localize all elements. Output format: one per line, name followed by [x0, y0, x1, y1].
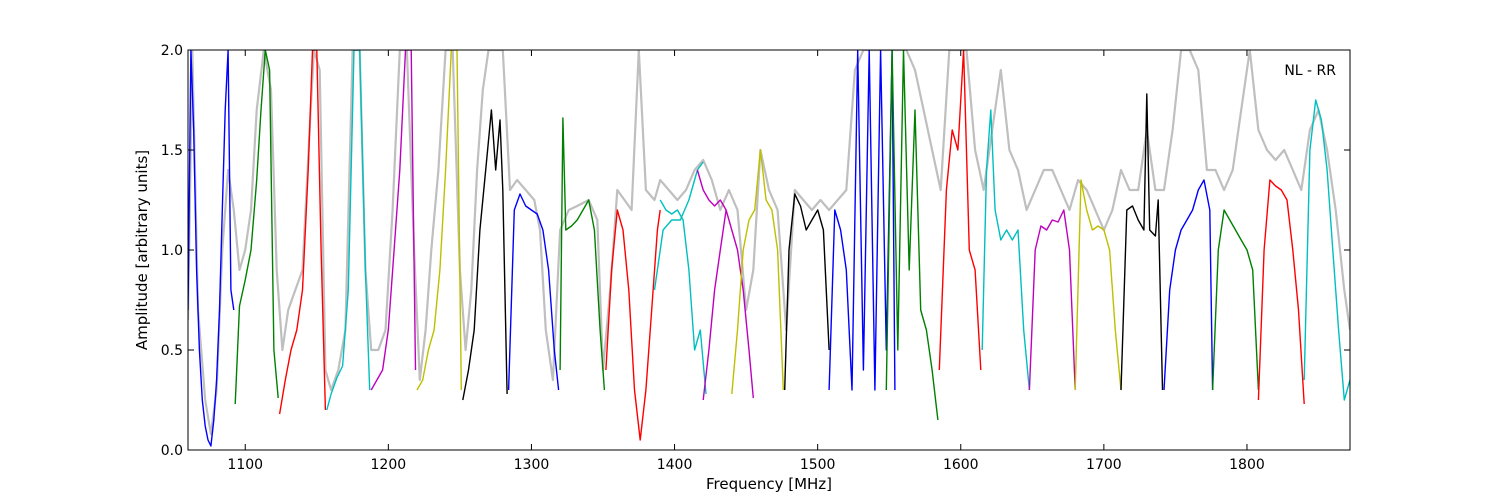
series-line-20: [981, 109, 1031, 391]
series-layer: [188, 50, 1350, 447]
x-axis-label: Frequency [MHz]: [706, 475, 832, 493]
series-line-3: [278, 50, 327, 415]
series-line-9: [559, 117, 606, 391]
series-line-11: [659, 199, 707, 395]
y-tick-label: 0.5: [161, 343, 183, 359]
y-tick-label: 1.5: [161, 143, 183, 159]
series-line-26: [1257, 179, 1305, 405]
plot-background: [188, 50, 1350, 450]
series-line-1: [188, 50, 235, 447]
series-line-10: [605, 209, 661, 441]
x-tick-label: 1200: [371, 457, 407, 473]
y-tick-label: 1.0: [161, 243, 183, 259]
series-line-25: [1211, 209, 1260, 391]
y-tick-label: 0.0: [161, 443, 183, 459]
chart-annotation: NL - RR: [1284, 63, 1336, 79]
series-line-6: [416, 50, 462, 391]
series-line-22: [1074, 179, 1122, 391]
series-line-23: [1120, 93, 1164, 391]
x-tick-label: 1800: [1229, 457, 1265, 473]
series-line-16: [784, 193, 830, 391]
y-tick-label: 2.0: [161, 43, 183, 59]
x-tick-label: 1300: [514, 457, 550, 473]
series-line-27: [1303, 99, 1350, 401]
x-axis: 1100 1200 1300 1400 1500 1600 1700 1800: [227, 50, 1265, 473]
series-line-4: [326, 50, 371, 411]
series-line-19: [938, 50, 982, 371]
envelope-trace: [188, 50, 1350, 436]
x-tick-label: 1100: [227, 457, 263, 473]
series-line-24: [1163, 179, 1214, 391]
x-tick-label: 1600: [943, 457, 979, 473]
series-line-18: [885, 50, 939, 421]
x-tick-label: 1500: [800, 457, 836, 473]
series-line-15: [731, 149, 784, 395]
x-tick-label: 1400: [657, 457, 693, 473]
series-line-14: [702, 209, 727, 401]
series-line-21: [1028, 209, 1076, 391]
series-line-7: [462, 109, 508, 401]
y-axis-label: Amplitude [arbitrary units]: [133, 150, 151, 350]
x-tick-label: 1700: [1086, 457, 1122, 473]
series-line-5: [370, 50, 417, 391]
y-axis: 0.0 0.5 1.0 1.5 2.0: [161, 43, 1350, 459]
envelope-layer: [188, 50, 1350, 436]
series-line-2: [234, 50, 279, 405]
series-line-8: [507, 193, 560, 391]
